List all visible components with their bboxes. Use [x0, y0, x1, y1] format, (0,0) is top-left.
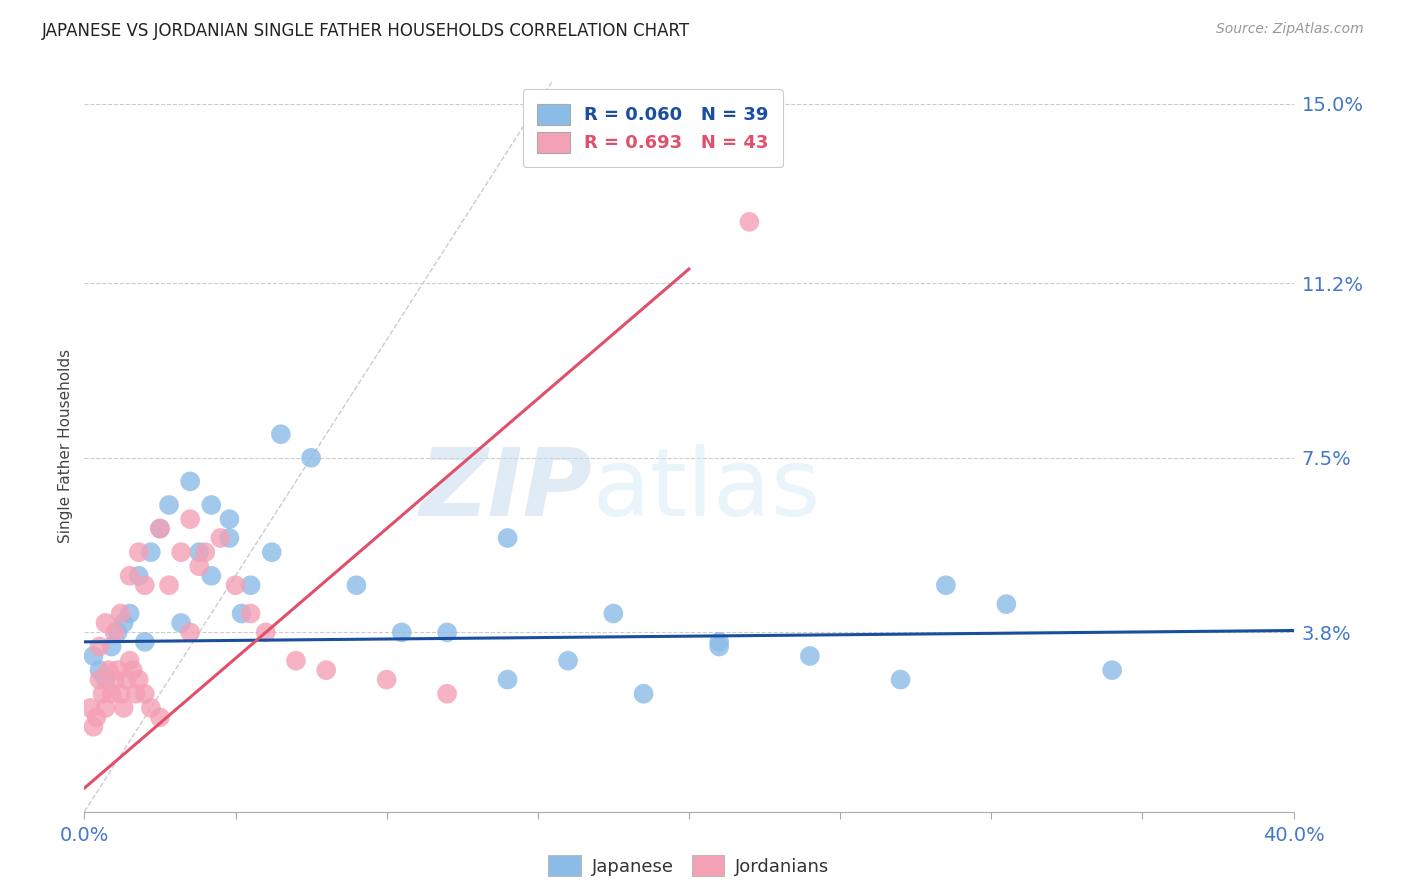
Point [200, 568, 222, 582]
Point [231, 607, 253, 621]
Point [91, 687, 114, 701]
Legend: Japanese, Jordanians: Japanese, Jordanians [541, 848, 837, 883]
Point [260, 545, 283, 559]
Point [149, 522, 172, 536]
Point [112, 615, 135, 630]
Point [125, 687, 148, 701]
Point [97, 663, 120, 677]
Y-axis label: Single Father Households: Single Father Households [58, 349, 73, 543]
Point [118, 568, 141, 582]
Point [315, 663, 337, 677]
Point [115, 673, 138, 687]
Point [139, 701, 162, 715]
Point [375, 673, 398, 687]
Point [121, 663, 143, 677]
Point [496, 673, 519, 687]
Point [179, 625, 201, 640]
Point [134, 578, 156, 592]
Point [188, 559, 211, 574]
Point [149, 522, 172, 536]
Point [890, 673, 912, 687]
Point [633, 687, 655, 701]
Point [89, 673, 111, 687]
Point [557, 654, 579, 668]
Point [112, 701, 135, 715]
Point [149, 710, 172, 724]
Point [139, 545, 162, 559]
Point [94, 673, 117, 687]
Point [935, 578, 957, 592]
Point [254, 625, 277, 640]
Point [157, 578, 180, 592]
Text: Source: ZipAtlas.com: Source: ZipAtlas.com [1216, 22, 1364, 37]
Point [89, 640, 111, 654]
Point [100, 640, 122, 654]
Point [118, 654, 141, 668]
Point [94, 615, 117, 630]
Point [239, 607, 262, 621]
Point [82, 648, 104, 663]
Point [128, 545, 150, 559]
Point [128, 568, 150, 582]
Point [299, 450, 322, 465]
Point [346, 578, 368, 592]
Point [709, 635, 731, 649]
Point [89, 663, 111, 677]
Point [134, 635, 156, 649]
Point [170, 545, 193, 559]
Point [104, 625, 127, 640]
Point [270, 427, 292, 442]
Point [602, 607, 624, 621]
Point [82, 720, 104, 734]
Text: atlas: atlas [592, 444, 821, 536]
Point [391, 625, 413, 640]
Point [496, 531, 519, 545]
Text: JAPANESE VS JORDANIAN SINGLE FATHER HOUSEHOLDS CORRELATION CHART: JAPANESE VS JORDANIAN SINGLE FATHER HOUS… [42, 22, 690, 40]
Point [225, 578, 247, 592]
Point [209, 531, 232, 545]
Point [107, 663, 129, 677]
Point [107, 625, 129, 640]
Point [79, 701, 101, 715]
Point [179, 512, 201, 526]
Point [1101, 663, 1123, 677]
Point [100, 687, 122, 701]
Point [285, 654, 308, 668]
Point [170, 615, 193, 630]
Point [194, 545, 217, 559]
Point [436, 687, 458, 701]
Point [799, 648, 821, 663]
Point [239, 578, 262, 592]
Point [218, 531, 240, 545]
Point [94, 701, 117, 715]
Point [128, 673, 150, 687]
Point [995, 597, 1018, 611]
Point [188, 545, 211, 559]
Point [110, 607, 132, 621]
Point [110, 687, 132, 701]
Point [86, 710, 108, 724]
Point [436, 625, 458, 640]
Point [179, 475, 201, 489]
Point [738, 215, 761, 229]
Point [218, 512, 240, 526]
Point [104, 673, 127, 687]
Point [709, 640, 731, 654]
Text: ZIP: ZIP [419, 444, 592, 536]
Point [118, 607, 141, 621]
Point [157, 498, 180, 512]
Point [134, 687, 156, 701]
Point [200, 498, 222, 512]
